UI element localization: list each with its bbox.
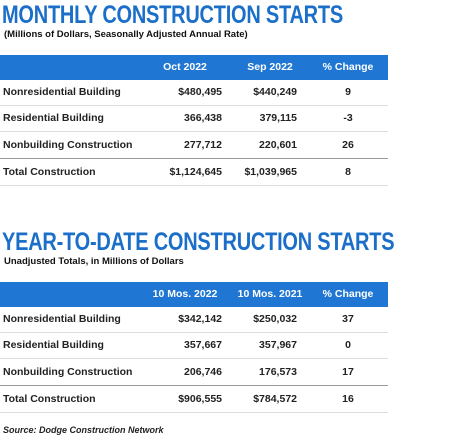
cell-value: $906,555 xyxy=(178,393,222,405)
row-divider xyxy=(0,385,388,386)
cell-value: $784,572 xyxy=(253,393,297,405)
cell-value: 16 xyxy=(342,393,354,405)
row-label: Nonresidential Building xyxy=(3,313,121,325)
cell-value: 176,573 xyxy=(259,366,297,378)
row-divider xyxy=(0,412,388,413)
row-divider xyxy=(0,105,388,106)
cell-value: 9 xyxy=(345,86,351,98)
section-subtitle: (Millions of Dollars, Seasonally Adjuste… xyxy=(4,29,248,40)
row-label: Residential Building xyxy=(3,112,104,124)
cell-value: 37 xyxy=(342,313,354,325)
row-label: Total Construction xyxy=(3,166,96,178)
cell-value: -3 xyxy=(343,112,353,124)
row-label: Nonresidential Building xyxy=(3,86,121,98)
column-header: Oct 2022 xyxy=(163,61,207,73)
row-divider xyxy=(0,358,388,359)
cell-value: 206,746 xyxy=(184,366,222,378)
cell-value: $1,124,645 xyxy=(169,166,222,178)
column-header: 10 Mos. 2021 xyxy=(237,288,303,300)
row-divider xyxy=(0,158,388,159)
row-divider xyxy=(0,185,388,186)
column-header: 10 Mos. 2022 xyxy=(152,288,218,300)
cell-value: 379,115 xyxy=(259,112,297,124)
cell-value: 357,667 xyxy=(184,339,222,351)
cell-value: 357,967 xyxy=(259,339,297,351)
cell-value: $250,032 xyxy=(253,313,297,325)
header-bar xyxy=(0,55,388,80)
cell-value: 17 xyxy=(342,366,354,378)
source-note: Source: Dodge Construction Network xyxy=(3,425,164,435)
row-divider xyxy=(0,131,388,132)
section-title: YEAR-TO-DATE CONSTRUCTION STARTS xyxy=(2,228,395,256)
cell-value: $440,249 xyxy=(253,86,297,98)
cell-value: 220,601 xyxy=(259,139,297,151)
row-divider xyxy=(0,332,388,333)
row-label: Residential Building xyxy=(3,339,104,351)
cell-value: 0 xyxy=(345,339,351,351)
cell-value: $480,495 xyxy=(178,86,222,98)
column-header: Sep 2022 xyxy=(247,61,293,73)
row-label: Nonbuilding Construction xyxy=(3,139,133,151)
column-header: % Change xyxy=(322,61,374,73)
cell-value: 277,712 xyxy=(184,139,222,151)
cell-value: 26 xyxy=(342,139,354,151)
column-header: % Change xyxy=(322,288,374,300)
row-label: Total Construction xyxy=(3,393,96,405)
cell-value: $1,039,965 xyxy=(244,166,297,178)
header-bar xyxy=(0,282,388,307)
cell-value: 366,438 xyxy=(184,112,222,124)
section-title: MONTHLY CONSTRUCTION STARTS xyxy=(2,1,343,29)
section-subtitle: Unadjusted Totals, in Millions of Dollar… xyxy=(4,256,184,267)
cell-value: 8 xyxy=(345,166,351,178)
row-label: Nonbuilding Construction xyxy=(3,366,133,378)
cell-value: $342,142 xyxy=(178,313,222,325)
